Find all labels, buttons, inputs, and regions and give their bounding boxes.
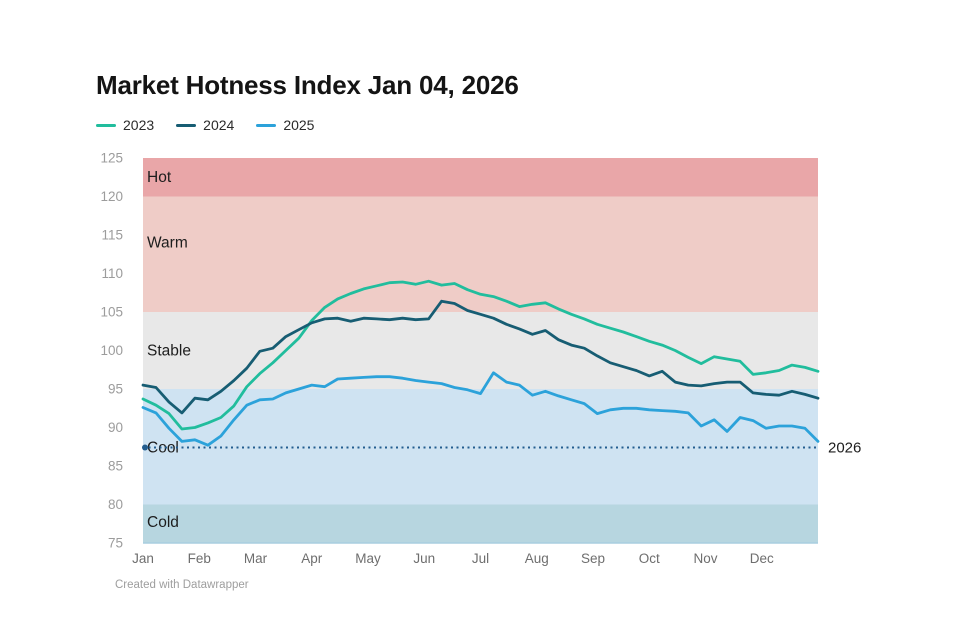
- attribution-text: Created with Datawrapper: [115, 579, 249, 591]
- zone-cold: [143, 504, 818, 543]
- y-tick-label: 125: [100, 151, 123, 166]
- zone-label-hot: Hot: [147, 169, 172, 186]
- x-month-label-may: May: [355, 551, 381, 566]
- legend-item-2023[interactable]: 2023: [96, 117, 154, 133]
- y-tick-label: 105: [100, 305, 123, 320]
- x-month-label-jan: Jan: [132, 551, 154, 566]
- legend-item-2025[interactable]: 2025: [256, 117, 314, 133]
- zone-stable: [143, 312, 818, 389]
- reference-line-start-dot: [142, 444, 148, 451]
- x-month-label-sep: Sep: [581, 551, 605, 566]
- legend-label-2024: 2024: [203, 117, 235, 133]
- zone-label-warm: Warm: [147, 235, 188, 252]
- legend-swatch-2024: [176, 123, 197, 127]
- reference-line-label: 2026: [828, 439, 861, 456]
- chart-title: Market Hotness Index Jan 04, 2026: [96, 70, 519, 100]
- x-month-label-feb: Feb: [188, 551, 211, 566]
- y-tick-label: 110: [101, 266, 123, 281]
- x-month-label-dec: Dec: [750, 551, 774, 566]
- series-line-2023: [141, 279, 820, 431]
- zone-label-stable: Stable: [147, 342, 191, 359]
- x-month-label-jul: Jul: [472, 551, 489, 566]
- zone-warm: [143, 196, 818, 312]
- zone-label-cool: Cool: [147, 439, 179, 456]
- legend-item-2024[interactable]: 2024: [176, 117, 234, 133]
- zone-label-cold: Cold: [147, 514, 179, 531]
- y-tick-label: 95: [108, 382, 123, 397]
- legend: 2023 2024 2025: [96, 117, 314, 133]
- series-line-2024: [141, 299, 820, 415]
- y-tick-label: 85: [108, 459, 123, 474]
- zone-hot: [143, 158, 818, 197]
- legend-swatch-2025: [256, 123, 277, 127]
- x-month-label-oct: Oct: [639, 551, 660, 566]
- y-tick-label: 120: [100, 189, 123, 204]
- x-month-label-jun: Jun: [413, 551, 435, 566]
- y-tick-label: 90: [108, 420, 123, 435]
- y-tick-label: 115: [101, 228, 123, 243]
- legend-swatch-2023: [96, 123, 116, 127]
- legend-label-2023: 2023: [123, 117, 155, 133]
- x-month-label-nov: Nov: [693, 551, 717, 566]
- series-line-2025: [141, 371, 820, 447]
- y-tick-label: 75: [108, 536, 123, 551]
- x-month-label-apr: Apr: [301, 551, 323, 566]
- y-tick-label: 100: [100, 343, 123, 358]
- y-tick-label: 80: [108, 497, 123, 512]
- x-month-label-aug: Aug: [525, 551, 549, 566]
- x-month-label-mar: Mar: [244, 551, 268, 566]
- legend-label-2025: 2025: [283, 117, 315, 133]
